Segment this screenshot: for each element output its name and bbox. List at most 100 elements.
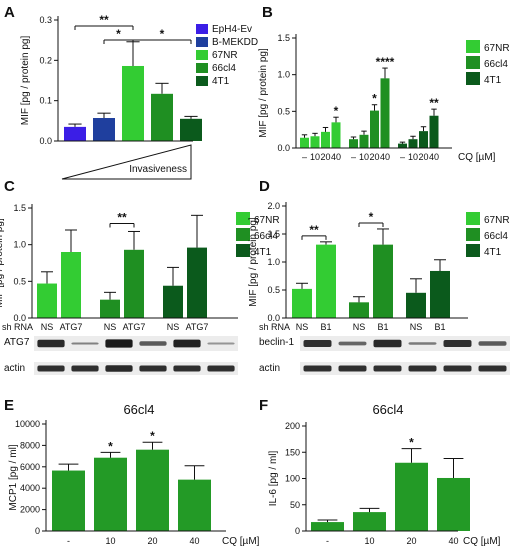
e-significance: * [150, 429, 155, 443]
b-y-tick-label: 1.0 [277, 70, 290, 80]
panel-label-d: D [259, 178, 270, 195]
c-significance: ** [117, 210, 127, 224]
d-actin-blot-band [338, 365, 367, 372]
e-x-tick-label: - [67, 536, 70, 546]
e-bar [52, 470, 85, 531]
a-bar [64, 126, 86, 141]
a-legend-label: EpH4-Ev [212, 24, 252, 35]
b-legend-swatch [466, 40, 480, 53]
d-y-tick-label: 0.0 [267, 313, 280, 323]
b-bar [398, 143, 407, 148]
b-significance: ** [429, 96, 439, 110]
f-bar [437, 477, 470, 531]
d-legend-swatch [466, 212, 480, 225]
f-y-tick-label: 50 [290, 500, 300, 510]
c-y-tick-label: 0.0 [13, 313, 26, 323]
c-actin-blot-background [34, 362, 238, 375]
a-legend-swatch [196, 37, 208, 47]
c-y-tick-label: 1.5 [13, 203, 26, 213]
d-beclin-blot-band [443, 339, 472, 348]
b-bar [359, 134, 369, 148]
f-y-tick-label: 100 [285, 474, 300, 484]
a-legend-label: 66cl4 [212, 63, 236, 74]
b-x-tick-label: 10 [310, 152, 320, 162]
d-y-tick-label: 2.0 [267, 201, 280, 211]
c-actin-blot-band [37, 365, 65, 372]
a-y-tick-label: 0.0 [39, 136, 52, 146]
c-legend-swatch [236, 228, 250, 241]
e-significance: * [108, 439, 113, 453]
c-legend-swatch [236, 212, 250, 225]
d-bar [406, 292, 426, 318]
c-bar [124, 249, 144, 318]
a-y-axis-label: MIF [pg / protein pg] [20, 36, 31, 126]
a-significance: * [116, 27, 121, 41]
b-x-tick-label: 40 [331, 152, 341, 162]
f-bar [353, 512, 386, 531]
panel-label-f: F [259, 397, 268, 414]
f-x-tick-label: - [326, 536, 329, 546]
b-bar [321, 131, 330, 148]
e-bar [94, 457, 127, 531]
e-x-tick-label: 10 [105, 536, 115, 546]
d-actin-blot-band [303, 365, 332, 372]
c-atg7-blot-band [173, 339, 201, 348]
c-actin-blot-band [173, 365, 201, 372]
panel-label-b: B [262, 4, 273, 21]
b-bar [408, 139, 418, 148]
f-title: 66cl4 [372, 402, 403, 417]
d-legend-swatch [466, 228, 480, 241]
d-x-tick-label: B1 [320, 322, 331, 332]
e-x-tick-label: 20 [147, 536, 157, 546]
a-invasiveness-wedge [61, 144, 192, 180]
b-bar [310, 136, 320, 148]
c-atg7-blot-band [71, 342, 99, 345]
c-x-tick-label: NS [41, 322, 54, 332]
d-significance: * [369, 210, 374, 224]
b-x-tick-label: 10 [408, 152, 418, 162]
a-y-tick-label: 0.1 [39, 96, 52, 106]
d-x-tick-label: B1 [377, 322, 388, 332]
a-significance: * [160, 27, 165, 41]
a-x-axis-label: Invasiveness [129, 164, 187, 175]
d-x-tick-label: B1 [434, 322, 445, 332]
e-x-axis-label: CQ [µM] [222, 536, 260, 547]
f-x-tick-label: 10 [364, 536, 374, 546]
panel-label-e: E [4, 397, 14, 414]
d-legend-label: 4T1 [484, 247, 502, 258]
a-legend-swatch [196, 76, 208, 86]
a-legend-label: 4T1 [212, 76, 230, 87]
a-legend-swatch [196, 50, 208, 60]
c-x-tick-label: NS [167, 322, 180, 332]
c-atg7-blot-band [207, 342, 235, 345]
e-y-tick-label: 2000 [20, 505, 40, 515]
c-legend-label: 66cl4 [254, 231, 278, 242]
d-y-axis-label: MIF [pg / protein pg] [248, 217, 259, 307]
d-significance: ** [309, 223, 319, 237]
a-y-tick-label: 0.3 [39, 15, 52, 25]
e-y-tick-label: 6000 [20, 462, 40, 472]
d-bar [349, 302, 369, 318]
c-actin-blot-band [105, 365, 133, 372]
e-y-axis-label: MCP1 [pg / ml] [8, 444, 19, 510]
b-y-tick-label: 1.5 [277, 33, 290, 43]
f-significance: * [409, 436, 414, 450]
b-bar [429, 115, 439, 148]
b-x-tick-label: 20 [418, 152, 428, 162]
e-x-tick-label: 40 [189, 536, 199, 546]
c-actin-blot-band [139, 365, 167, 372]
f-bar [395, 462, 428, 531]
b-significance: * [372, 92, 377, 106]
e-y-tick-label: 10000 [15, 419, 40, 429]
d-beclin-blot-band [338, 341, 367, 346]
d-row-label: sh RNA [259, 322, 290, 332]
f-x-axis-label: CQ [µM] [463, 536, 501, 547]
b-bar [349, 139, 358, 148]
e-bar [178, 479, 211, 531]
panel-d-chart: 0.0 0.5 1.0 1.5 2.0 MIF [pg / protein pg] NS B1… [248, 201, 510, 375]
a-legend-label: 67NR [212, 50, 238, 61]
b-significance: * [334, 104, 339, 118]
d-legend-label: 66cl4 [484, 231, 508, 242]
